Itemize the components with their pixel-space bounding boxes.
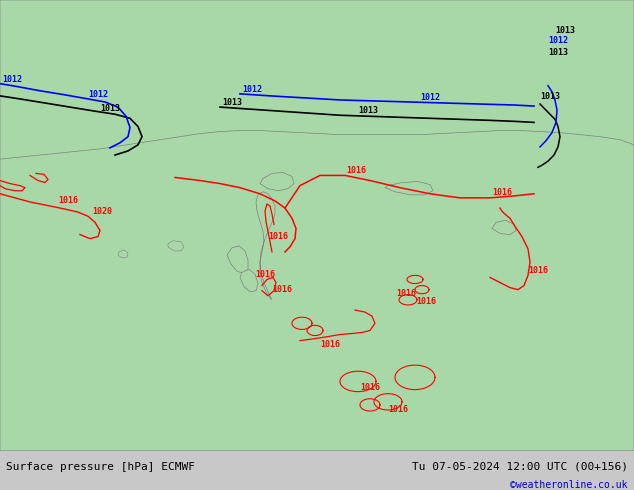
Polygon shape xyxy=(240,270,258,292)
Text: 1016: 1016 xyxy=(268,232,288,241)
Polygon shape xyxy=(227,246,248,273)
Polygon shape xyxy=(385,181,433,195)
Text: 1013: 1013 xyxy=(222,98,242,107)
Text: 1016: 1016 xyxy=(416,297,436,306)
Text: 1013: 1013 xyxy=(555,25,575,35)
Text: 1016: 1016 xyxy=(360,383,380,392)
Text: 1012: 1012 xyxy=(242,85,262,94)
Text: 1012: 1012 xyxy=(2,74,22,84)
Text: ©weatheronline.co.uk: ©weatheronline.co.uk xyxy=(510,480,628,490)
Text: 1016: 1016 xyxy=(346,167,366,175)
Text: 1020: 1020 xyxy=(92,207,112,216)
Text: 1016: 1016 xyxy=(272,285,292,294)
Text: 1016: 1016 xyxy=(492,188,512,197)
Polygon shape xyxy=(256,192,275,300)
Polygon shape xyxy=(168,241,184,251)
Polygon shape xyxy=(0,0,634,346)
Text: 1013: 1013 xyxy=(540,92,560,101)
Text: 1013: 1013 xyxy=(100,104,120,113)
Text: 1016: 1016 xyxy=(58,196,78,205)
Text: 1012: 1012 xyxy=(548,36,568,45)
Text: 1013: 1013 xyxy=(358,106,378,115)
Text: 1012: 1012 xyxy=(88,90,108,99)
Polygon shape xyxy=(0,130,634,451)
Polygon shape xyxy=(118,250,128,258)
Polygon shape xyxy=(260,172,294,191)
Text: 1013: 1013 xyxy=(548,48,568,57)
Text: 1016: 1016 xyxy=(320,340,340,349)
Text: 1016: 1016 xyxy=(528,267,548,275)
Text: 1016: 1016 xyxy=(388,405,408,414)
Text: 1016: 1016 xyxy=(255,270,275,279)
Text: Surface pressure [hPa] ECMWF: Surface pressure [hPa] ECMWF xyxy=(6,462,195,472)
Text: 1016: 1016 xyxy=(396,289,416,298)
Text: Tu 07-05-2024 12:00 UTC (00+156): Tu 07-05-2024 12:00 UTC (00+156) xyxy=(412,462,628,472)
Polygon shape xyxy=(492,220,516,235)
Text: 1012: 1012 xyxy=(420,93,440,102)
